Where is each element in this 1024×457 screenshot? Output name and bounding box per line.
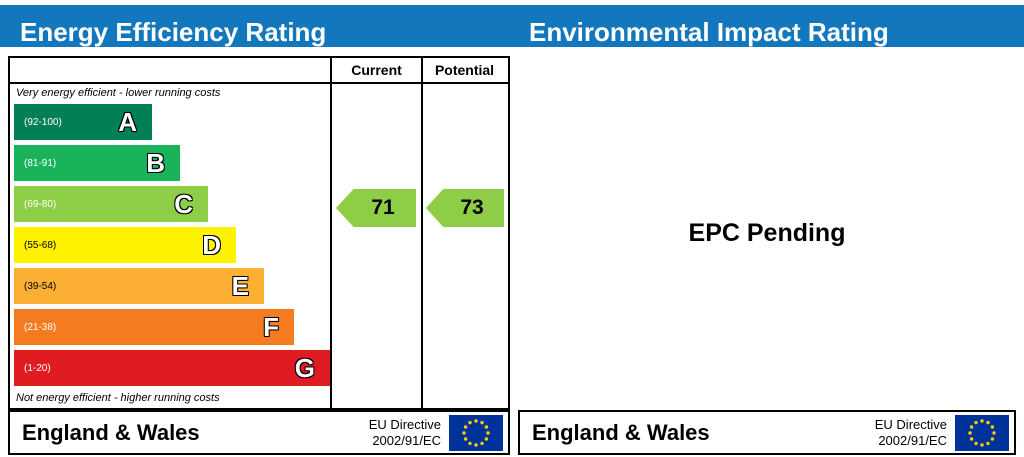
top-note: Very energy efficient - lower running co…: [16, 87, 221, 99]
band-row-a: (92-100) A: [14, 104, 152, 140]
band-range: (55-68): [24, 239, 57, 251]
band-letter: A: [118, 107, 137, 137]
header-bar: Energy Efficiency Rating Environmental I…: [0, 5, 1024, 47]
band-range: (1-20): [24, 362, 51, 374]
band-bar: (81-91) B: [14, 145, 180, 181]
potential-column-divider: [421, 58, 423, 408]
band-range: (69-80): [24, 198, 57, 210]
band-letter: D: [202, 230, 221, 260]
environmental-rating-title: Environmental Impact Rating: [529, 17, 889, 47]
band-letter: F: [263, 312, 279, 342]
band-bar: (39-54) E: [14, 268, 264, 304]
potential-value: 73: [460, 196, 484, 219]
footer-energy: England & Wales EU Directive 2002/91/EC: [8, 410, 510, 455]
current-column-divider: [330, 58, 332, 408]
current-arrow: 71: [336, 189, 416, 227]
energy-rating-chart: Current Potential Very energy efficient …: [8, 56, 510, 410]
eu-directive-line2: 2002/91/EC: [878, 432, 947, 448]
eu-directive-label: EU Directive 2002/91/EC: [875, 417, 947, 448]
footer-environmental: England & Wales EU Directive 2002/91/EC: [518, 410, 1016, 455]
epc-pending-text: EPC Pending: [688, 218, 846, 247]
band-bar: (21-38) F: [14, 309, 294, 345]
band-row-f: (21-38) F: [14, 309, 294, 345]
region-label: England & Wales: [532, 419, 710, 445]
band-letter: B: [146, 148, 165, 178]
potential-arrow: 73: [426, 189, 504, 227]
current-value: 71: [371, 196, 395, 219]
potential-column-header: Potential: [434, 62, 495, 78]
energy-rating-title: Energy Efficiency Rating: [20, 17, 327, 47]
band-range: (21-38): [24, 321, 57, 333]
band-bar: (1-20) G: [14, 350, 330, 386]
eu-directive-line2: 2002/91/EC: [372, 432, 441, 448]
region-label: England & Wales: [22, 419, 200, 445]
band-row-c: (69-80) C: [14, 186, 208, 222]
band-letter: G: [294, 353, 315, 383]
current-column-header: Current: [351, 62, 402, 78]
band-bar: (69-80) C: [14, 186, 208, 222]
eu-flag-icon: [955, 414, 1009, 451]
band-letter: E: [231, 271, 249, 301]
band-row-g: (1-20) G: [14, 350, 330, 386]
band-bar: (92-100) A: [14, 104, 152, 140]
footer-environmental-right: EU Directive 2002/91/EC: [875, 414, 1014, 451]
band-range: (81-91): [24, 157, 57, 169]
column-header-rule: [10, 82, 508, 84]
eu-flag-icon: [449, 414, 503, 451]
band-letter: C: [174, 189, 193, 219]
eu-directive-line1: EU Directive: [874, 416, 947, 432]
eu-directive-line1: EU Directive: [368, 416, 441, 432]
band-bar: (55-68) D: [14, 227, 236, 263]
band-range: (39-54): [24, 280, 57, 292]
eu-directive-label: EU Directive 2002/91/EC: [369, 417, 441, 448]
band-row-e: (39-54) E: [14, 268, 264, 304]
environmental-panel: EPC Pending: [518, 56, 1016, 410]
band-row-b: (81-91) B: [14, 145, 180, 181]
band-row-d: (55-68) D: [14, 227, 236, 263]
bottom-note: Not energy efficient - higher running co…: [16, 392, 220, 404]
footer-energy-right: EU Directive 2002/91/EC: [369, 414, 508, 451]
band-range: (92-100): [24, 116, 62, 128]
